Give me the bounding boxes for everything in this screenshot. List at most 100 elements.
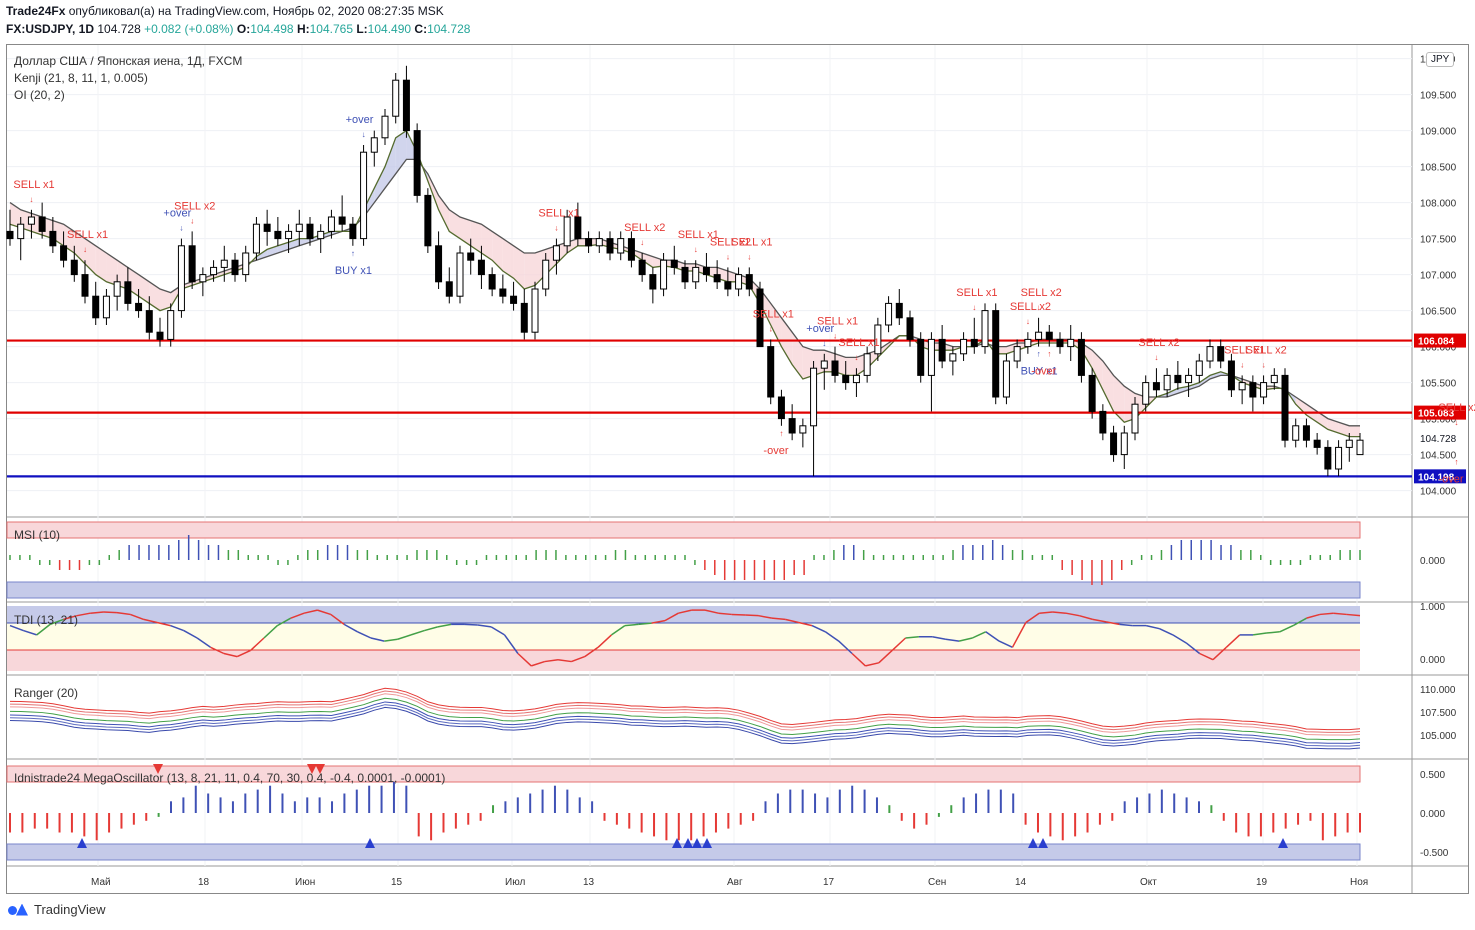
tdi-line-segment	[638, 622, 652, 626]
legend-mega[interactable]: Idnistrade24 MegaOscillator (13, 8, 21, …	[14, 771, 446, 785]
tdi-line-segment	[464, 623, 478, 626]
candle-body	[1024, 338, 1032, 348]
mega-upper-zone	[6, 765, 1361, 783]
signal-label: SELL x1	[838, 337, 879, 349]
y-tick-label: 108.500	[1420, 163, 1457, 174]
candle-body	[992, 310, 1000, 398]
candle-body	[306, 223, 314, 240]
candle-body	[1163, 374, 1171, 391]
ma-cloud	[502, 238, 514, 279]
candle-body	[510, 295, 518, 304]
candle-body	[735, 274, 743, 290]
candle-body	[874, 324, 882, 355]
candle-body	[831, 360, 839, 376]
signal-label: -over	[1438, 474, 1463, 486]
last-price: 104.728	[97, 22, 141, 36]
ma-cloud	[492, 231, 503, 271]
chart-frame	[6, 44, 1469, 894]
x-tick-label: Май	[91, 877, 111, 888]
signal-arrow: ↑	[351, 249, 355, 258]
tdi-line-segment	[1252, 632, 1267, 636]
tdi-line-segment	[651, 619, 666, 624]
tdi-line-segment	[1225, 634, 1241, 648]
tdi-line-segment	[985, 631, 1000, 642]
tdi-line-segment	[223, 652, 238, 658]
signal-arrow: ↓	[822, 339, 826, 348]
footer-brand[interactable]: TradingView	[34, 902, 106, 917]
mega-buy-marker	[683, 838, 693, 848]
x-tick-label: 15	[391, 877, 403, 888]
candle-body	[392, 79, 400, 117]
tdi-line-segment	[664, 612, 679, 622]
candle-body	[1110, 432, 1118, 456]
candle-body	[981, 310, 989, 348]
ma-cloud	[95, 245, 107, 282]
price-change: +0.082 (+0.08%)	[144, 22, 234, 36]
signal-label: SELL x1	[13, 179, 54, 191]
signal-arrow: ↑	[779, 429, 783, 438]
signal-arrow: ↓	[1026, 317, 1030, 326]
candle-body	[1313, 439, 1321, 448]
signal-label: +over	[163, 208, 191, 220]
y-tick-label: 106.000	[1420, 343, 1457, 354]
candle-body	[1067, 338, 1075, 348]
candle-body	[242, 252, 250, 276]
tdi-line-segment	[878, 649, 893, 664]
ranger-tick-label: 110.000	[1420, 685, 1456, 696]
candle-body	[767, 346, 775, 398]
tdi-line-segment	[597, 634, 612, 648]
mega-sell-marker	[315, 764, 325, 774]
tdi-line-segment	[357, 631, 372, 639]
tdi-line-segment	[397, 634, 412, 640]
candle-body	[713, 274, 721, 283]
tdi-line-segment	[490, 626, 505, 636]
candle-body	[338, 216, 346, 225]
legend-kenji[interactable]: Kenji (21, 8, 11, 1, 0.005)	[14, 71, 148, 85]
signal-label: SELL x1	[538, 208, 579, 220]
signal-label: SELL x2	[1010, 301, 1051, 313]
tdi-line-segment	[998, 640, 1013, 648]
signal-label: SELL x1	[817, 316, 858, 328]
legend-title[interactable]: Доллар США / Японская иена, 1Д, FXCM	[14, 54, 243, 68]
candle-body	[317, 230, 325, 240]
signal-arrow: ↓	[640, 238, 644, 247]
ma-cloud	[1317, 411, 1328, 430]
candle-body	[960, 338, 968, 355]
candle-body	[595, 238, 603, 247]
candle-body	[1195, 360, 1203, 376]
candle-body	[606, 238, 614, 254]
mega-tick-label: -0.500	[1420, 848, 1449, 859]
legend-oi[interactable]: OI (20, 2)	[14, 88, 65, 102]
candle-body	[531, 288, 539, 333]
tdi-line-segment	[958, 637, 973, 642]
tdi-line-segment	[1199, 652, 1214, 661]
signal-arrow: ↓	[972, 303, 976, 312]
x-tick-label: Авг	[727, 877, 743, 888]
candle-body	[177, 245, 185, 312]
tdi-line-segment	[1159, 628, 1174, 636]
legend-tdi[interactable]: TDI (13, 21)	[14, 613, 79, 627]
signal-label: -over	[1031, 366, 1056, 378]
signal-label: SELL x1	[731, 236, 772, 248]
candle-body	[692, 266, 700, 283]
mega-lower-zone	[6, 843, 1361, 861]
tdi-line-segment	[263, 625, 278, 639]
tdi-line-segment	[838, 640, 853, 655]
candle-body	[49, 230, 57, 247]
x-tick-label: Окт	[1140, 877, 1157, 888]
currency-badge[interactable]: JPY	[1426, 52, 1455, 67]
candle-body	[370, 137, 378, 153]
legend-msi[interactable]: MSI (10)	[14, 528, 61, 542]
tdi-line-segment	[1333, 612, 1347, 616]
tdi-line-segment	[384, 638, 398, 642]
ma-cloud	[460, 217, 471, 246]
mega-tick-label: 0.500	[1420, 770, 1445, 781]
high-value: 104.765	[309, 22, 353, 36]
ranger-band-5	[9, 701, 1361, 744]
legend-ranger[interactable]: Ranger (20)	[14, 686, 79, 700]
ma-cloud	[106, 253, 118, 286]
tdi-line-segment	[1105, 621, 1120, 626]
y-tick-label: 107.500	[1420, 235, 1457, 246]
signal-label: SELL x1	[753, 308, 794, 320]
